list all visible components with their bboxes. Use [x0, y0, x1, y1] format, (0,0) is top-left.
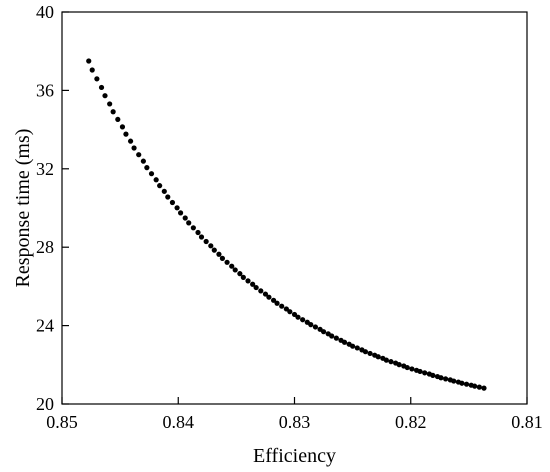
- data-point: [422, 370, 428, 376]
- data-point: [182, 215, 188, 221]
- data-point: [190, 225, 196, 231]
- x-axis-title: Efficiency: [253, 445, 336, 467]
- data-point: [232, 267, 238, 273]
- data-point: [262, 291, 269, 297]
- data-point: [86, 58, 92, 64]
- data-point: [136, 152, 142, 158]
- data-point: [291, 311, 298, 318]
- data-point: [219, 255, 226, 261]
- x-tick-label: 0.82: [395, 412, 427, 432]
- y-tick-labels: 20 24 28 32 36 40: [36, 2, 54, 414]
- data-point: [216, 251, 222, 257]
- data-point: [375, 354, 381, 360]
- data-points: [86, 58, 487, 391]
- data-point: [396, 362, 402, 368]
- data-point: [229, 263, 235, 269]
- data-point: [258, 288, 264, 294]
- data-point: [195, 229, 201, 236]
- y-tick-label: 32: [36, 159, 54, 179]
- data-point: [329, 333, 335, 339]
- y-tick-label: 40: [36, 2, 54, 22]
- data-point: [279, 303, 285, 309]
- data-point: [224, 259, 230, 265]
- data-point: [144, 165, 150, 171]
- data-point: [153, 177, 159, 183]
- data-point: [362, 349, 369, 355]
- x-tick-label: 0.84: [163, 412, 195, 432]
- data-point: [463, 381, 470, 387]
- data-point: [148, 171, 155, 177]
- plot-frame: [61, 11, 528, 405]
- data-point: [476, 384, 482, 390]
- data-point: [131, 145, 137, 151]
- y-tick-label: 20: [36, 394, 54, 414]
- data-point: [115, 116, 121, 123]
- data-point: [350, 343, 356, 349]
- data-point: [102, 93, 108, 99]
- data-point: [287, 309, 293, 315]
- data-point: [245, 278, 251, 284]
- data-point: [198, 234, 205, 240]
- data-point: [274, 300, 280, 306]
- data-point: [409, 366, 415, 372]
- data-point: [472, 383, 478, 389]
- data-point: [250, 281, 256, 287]
- data-point: [300, 317, 306, 323]
- data-point: [266, 294, 272, 300]
- data-point: [107, 101, 113, 107]
- data-point: [177, 210, 184, 216]
- x-tick-labels: 0.85 0.84 0.83 0.82 0.81: [46, 412, 543, 432]
- data-point: [165, 194, 171, 200]
- data-point: [161, 188, 167, 194]
- x-tick-label: 0.83: [279, 412, 311, 432]
- data-point: [123, 131, 129, 137]
- y-tick-label: 24: [36, 316, 54, 336]
- data-point: [157, 183, 163, 189]
- data-point: [237, 271, 243, 277]
- data-point: [270, 297, 277, 303]
- data-point: [320, 329, 327, 335]
- x-tick-label: 0.85: [46, 412, 78, 432]
- data-point: [383, 357, 389, 363]
- data-point: [240, 274, 246, 280]
- y-tick-label: 28: [36, 237, 54, 257]
- data-point: [459, 380, 465, 386]
- data-point: [208, 243, 214, 249]
- data-point: [174, 205, 180, 211]
- data-point: [438, 375, 444, 381]
- data-point: [110, 109, 116, 115]
- data-point: [98, 84, 105, 91]
- data-point: [140, 158, 146, 164]
- data-point: [203, 238, 209, 245]
- data-point: [430, 372, 436, 378]
- data-point: [333, 335, 339, 341]
- data-point: [451, 378, 457, 384]
- data-point: [169, 199, 176, 206]
- data-point: [404, 364, 410, 371]
- y-axis-title: Response time (ms): [12, 129, 34, 288]
- data-point: [211, 247, 217, 253]
- data-point: [283, 306, 289, 312]
- data-point: [367, 350, 373, 357]
- axis-ticks: [61, 11, 528, 405]
- data-point: [94, 76, 100, 82]
- data-point: [308, 322, 314, 328]
- data-point: [312, 324, 319, 330]
- data-point: [341, 339, 348, 345]
- data-point: [417, 368, 423, 375]
- data-point: [119, 124, 126, 130]
- data-point: [186, 220, 192, 226]
- y-tick-label: 36: [36, 80, 54, 100]
- data-point: [89, 67, 95, 73]
- x-tick-label: 0.81: [511, 412, 543, 432]
- data-point: [354, 345, 360, 351]
- data-point: [388, 359, 394, 365]
- data-point: [295, 314, 301, 320]
- data-point: [127, 138, 134, 144]
- data-point: [443, 376, 449, 382]
- data-point: [481, 385, 487, 391]
- data-point: [253, 284, 259, 291]
